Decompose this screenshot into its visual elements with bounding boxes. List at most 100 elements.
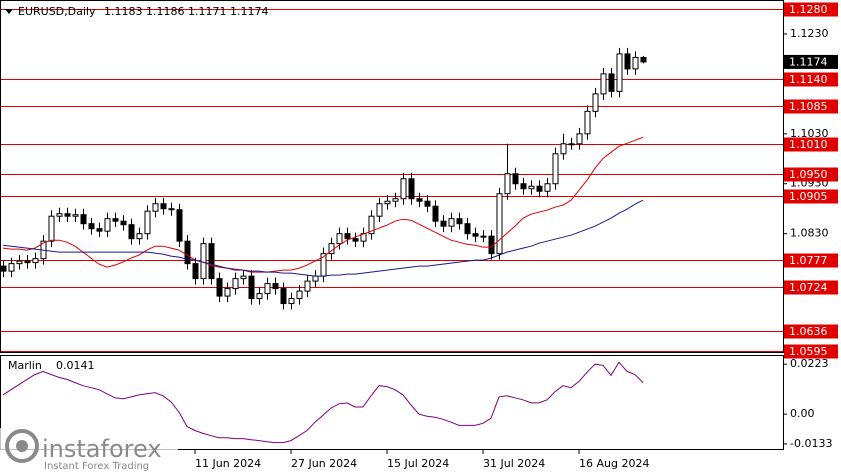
low-value: 1.1171 — [188, 5, 227, 18]
candle-body — [440, 220, 447, 227]
candle-body — [424, 200, 431, 207]
candle-body — [520, 183, 527, 190]
candle-body — [208, 243, 215, 280]
level-label-box — [784, 72, 838, 87]
indicator-tick-label: 0.00 — [790, 407, 815, 420]
level-label-box — [784, 344, 838, 359]
candle-body — [496, 193, 503, 255]
level-label-box — [784, 99, 838, 114]
level-label-box — [784, 324, 838, 339]
candle-body — [88, 223, 95, 230]
candle-body — [392, 198, 399, 202]
logo-core — [16, 440, 28, 452]
level-label: 1.0636 — [789, 325, 828, 338]
candle-body — [0, 265, 7, 272]
high-value: 1.1186 — [146, 5, 185, 18]
indicator-value: 0.0141 — [56, 359, 95, 372]
candle-body — [8, 263, 15, 272]
logo-tagline: Instant Forex Trading — [44, 461, 149, 472]
candle-body — [232, 278, 239, 290]
menu-arrow — [5, 9, 13, 14]
candle-body — [336, 233, 343, 245]
candle-body — [56, 213, 63, 217]
candle-body — [112, 218, 119, 222]
candle-body — [96, 228, 103, 232]
candle-body — [256, 293, 263, 300]
candle-body — [264, 283, 271, 295]
level-label: 1.1010 — [789, 138, 828, 151]
candle-body — [600, 73, 607, 95]
candle-body — [288, 298, 295, 305]
candle-body — [368, 215, 375, 235]
candle-body — [456, 218, 463, 225]
current-price-box — [784, 54, 838, 69]
candle-body — [536, 185, 543, 192]
candle-body — [584, 110, 591, 135]
level-label-box — [784, 189, 838, 204]
x-tick-label: 11 Jun 2024 — [195, 457, 261, 470]
candle-body — [216, 278, 223, 297]
logo-ring — [5, 429, 39, 463]
candle-body — [376, 203, 383, 217]
candle-body — [144, 210, 151, 235]
y-tick-label: 1.0830 — [790, 227, 829, 240]
candle-body — [464, 223, 471, 235]
level-label-box — [784, 280, 838, 295]
x-tick-label: 27 Jun 2024 — [291, 457, 357, 470]
candle-body — [168, 208, 175, 211]
candle-body — [272, 283, 279, 290]
level-label: 1.1140 — [789, 73, 828, 86]
moving-average — [2, 136, 644, 273]
moving-average — [2, 199, 644, 277]
candle-body — [568, 143, 575, 146]
candle-body — [480, 235, 487, 238]
level-label: 1.0905 — [789, 190, 828, 203]
candle-body — [192, 263, 199, 280]
candle-body — [608, 73, 615, 92]
candle-body — [416, 198, 423, 202]
x-tick-label: 15 Jul 2024 — [387, 457, 449, 470]
indicator-name: Marlin — [8, 359, 42, 372]
indicator-tick-label: -0.0133 — [790, 437, 832, 450]
candle-body — [136, 233, 143, 240]
candle-body — [472, 233, 479, 237]
axis: 1.12301.10301.09301.08301.12801.11401.10… — [194, 2, 838, 470]
level-label: 1.0777 — [789, 254, 828, 267]
candle-body — [432, 205, 439, 222]
candle-body — [184, 240, 191, 265]
indicator-tick-label: 0.0223 — [790, 357, 829, 370]
level-label-box — [784, 253, 838, 268]
candle-body — [160, 203, 167, 210]
candle-body — [344, 233, 351, 240]
y-tick-label: 1.1230 — [790, 27, 829, 40]
candle-body — [104, 218, 111, 232]
candle-body — [296, 290, 303, 300]
current-price-label: 1.1174 — [789, 55, 828, 68]
x-tick-label: 16 Aug 2024 — [579, 457, 649, 470]
candle-body — [64, 213, 71, 217]
level-label-box — [784, 137, 838, 152]
level-label-box — [784, 167, 838, 182]
candle-body — [240, 275, 247, 280]
candle-body — [552, 153, 559, 185]
candle-body — [616, 53, 623, 92]
candle-body — [592, 93, 599, 112]
candle-body — [72, 214, 79, 217]
candle-body — [48, 215, 55, 242]
candle-body — [528, 185, 535, 190]
candle-body — [224, 288, 231, 297]
candle-body — [512, 173, 519, 185]
candle-body — [304, 280, 311, 292]
candle-body — [312, 275, 319, 282]
watermark: instaforex Instant Forex Trading — [0, 428, 178, 475]
candle-body — [384, 200, 391, 205]
level-label: 1.1280 — [789, 3, 828, 16]
candle-body — [24, 260, 31, 264]
candle-body — [200, 243, 207, 280]
candle-body — [16, 260, 23, 265]
candle-body — [504, 173, 511, 195]
candle-body — [352, 238, 359, 242]
candle-body — [80, 214, 87, 225]
